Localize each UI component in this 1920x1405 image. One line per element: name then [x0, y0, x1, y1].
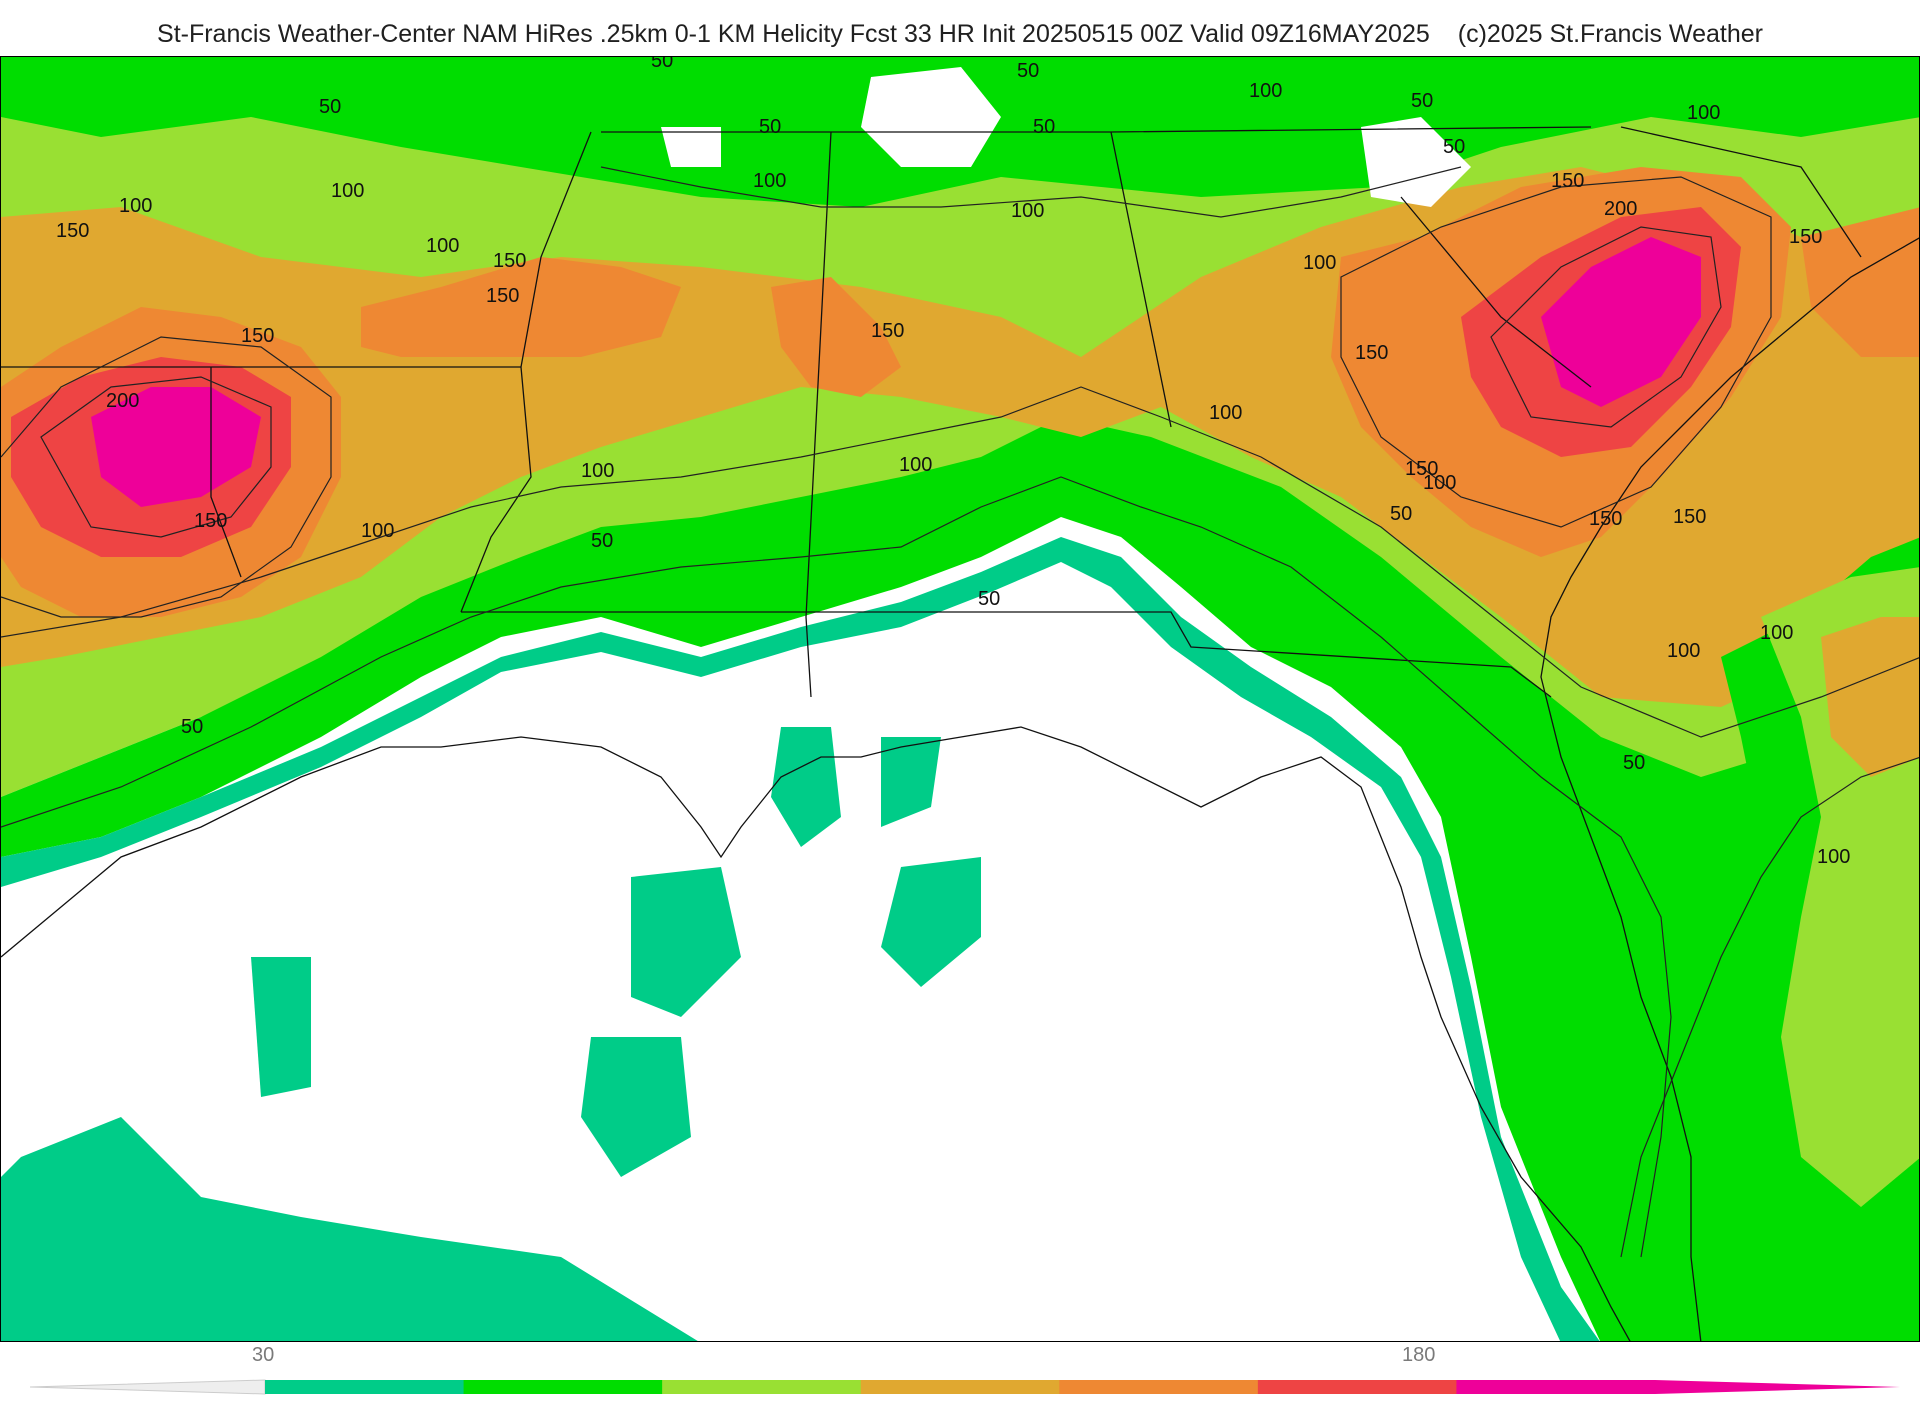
contour-label: 50 [319, 96, 341, 118]
contour-label: 100 [1687, 102, 1720, 124]
fill-white-north-2 [1361, 117, 1471, 207]
map-title-bar: St-Francis Weather-Center NAM HiRes .25k… [0, 12, 1920, 56]
colorbar-tick-low: 30 [252, 1344, 275, 1366]
state-border-5 [461, 611, 1552, 698]
contour-label: 150 [1355, 342, 1388, 364]
contour-label: 50 [1443, 136, 1465, 158]
contour-150-west [1, 336, 332, 618]
contour-200-east [1490, 226, 1722, 428]
contour-100 [1, 386, 1919, 738]
coastline-gulf [1, 726, 1631, 1341]
contour-label: 50 [1623, 752, 1645, 774]
colorbar-graphic [29, 1379, 1900, 1395]
contour-label: 100 [1209, 402, 1242, 424]
map-canvas: 50 100 50 100 150 100 100 150 150 150 20… [1, 57, 1919, 1341]
colorbar-segment [265, 1380, 465, 1394]
contour-label: 150 [241, 325, 274, 347]
copyright-text: (c)2025 St.Francis Weather [1457, 19, 1763, 48]
colorbar-segment [662, 1380, 862, 1394]
colorbar-segment [1059, 1380, 1259, 1394]
contour-label: 100 [581, 460, 614, 482]
contour-labels: 50 100 50 100 150 100 100 150 150 150 20… [56, 57, 1850, 868]
contour-label: 150 [1789, 226, 1822, 248]
contour-label: 50 [1033, 116, 1055, 138]
fill-orange-center [361, 257, 681, 357]
contour-label: 150 [871, 320, 904, 342]
fill-teal-gulf-3 [881, 857, 981, 987]
contour-label: 50 [181, 716, 203, 738]
geography-layer [1, 126, 1919, 1341]
contour-50-south [1, 476, 1672, 1258]
fill-teal-gulf-5 [251, 957, 311, 1097]
colorbar-tick-high: 180 [1402, 1344, 1436, 1366]
fill-green-band [1, 417, 1919, 1341]
fill-orange-far-east [1801, 207, 1919, 357]
contour-label: 150 [194, 510, 227, 532]
fill-magenta-east [1541, 237, 1701, 407]
contour-150-east [1340, 176, 1772, 528]
contour-label: 100 [426, 235, 459, 257]
contour-label: 200 [1604, 198, 1637, 220]
contour-label: 50 [1390, 503, 1412, 525]
contour-label: 100 [119, 195, 152, 217]
coastline-atlantic [1540, 237, 1919, 1341]
contour-label: 100 [361, 520, 394, 542]
state-border-4 [1110, 131, 1172, 428]
state-border-3 [805, 131, 832, 698]
colorbar-segment [860, 1380, 1060, 1394]
contour-label: 150 [1673, 506, 1706, 528]
fill-teal-southwest [1, 1117, 698, 1341]
colorbar-segment [1257, 1380, 1457, 1394]
contour-label: 100 [1760, 622, 1793, 644]
contour-label: 150 [486, 285, 519, 307]
contour-200-west [40, 376, 272, 538]
fill-white-north-3 [661, 127, 721, 167]
contour-label: 150 [1551, 170, 1584, 192]
contour-label: 100 [1303, 252, 1336, 274]
colorbar-segment [1456, 1380, 1656, 1394]
state-border-8 [210, 367, 242, 578]
fill-teal-gulf-4 [631, 867, 741, 1017]
contour-label: 100 [1011, 200, 1044, 222]
colorbar-segments [265, 1380, 1656, 1394]
contour-label: 50 [1411, 90, 1433, 112]
contour-label: 50 [759, 116, 781, 138]
contour-label: 100 [1423, 472, 1456, 494]
contour-label: 200 [106, 390, 139, 412]
state-border-6 [1620, 126, 1862, 258]
fill-white-north-1 [861, 67, 1001, 167]
fill-magenta-west [91, 387, 261, 507]
contour-label: 100 [1249, 80, 1282, 102]
contour-label: 150 [493, 250, 526, 272]
contour-label: 150 [1589, 508, 1622, 530]
colorbar-left-arrow [29, 1379, 266, 1395]
fill-orange-mid [771, 277, 901, 397]
colorbar: 30 180 [0, 1342, 1920, 1400]
helicity-map: 50 100 50 100 150 100 100 150 150 150 20… [0, 56, 1920, 1342]
state-border-7 [460, 131, 592, 613]
fill-teal-gulf-2 [881, 737, 941, 827]
fill-gold-atlantic [1821, 617, 1919, 777]
contour-label: 100 [1667, 640, 1700, 662]
fill-teal-gulf-6 [581, 1037, 691, 1177]
contour-label: 50 [1017, 60, 1039, 82]
contour-100-atlantic [1620, 757, 1919, 1258]
colorbar-segment [463, 1380, 663, 1394]
contour-label: 50 [651, 57, 673, 72]
contour-label: 50 [978, 588, 1000, 610]
contour-label: 50 [591, 530, 613, 552]
contour-label: 100 [331, 180, 364, 202]
map-title: St-Francis Weather-Center NAM HiRes .25k… [157, 19, 1430, 48]
contour-layer [1, 166, 1919, 1258]
contour-label: 100 [1817, 846, 1850, 868]
contour-label: 100 [753, 170, 786, 192]
state-border-9 [1400, 196, 1592, 388]
contour-label: 150 [1405, 458, 1438, 480]
contour-label: 100 [899, 454, 932, 476]
helicity-fill-layer [1, 57, 1919, 1341]
contour-label: 150 [56, 220, 89, 242]
contour-50-north [600, 166, 1462, 218]
colorbar-right-arrow [1655, 1380, 1900, 1394]
